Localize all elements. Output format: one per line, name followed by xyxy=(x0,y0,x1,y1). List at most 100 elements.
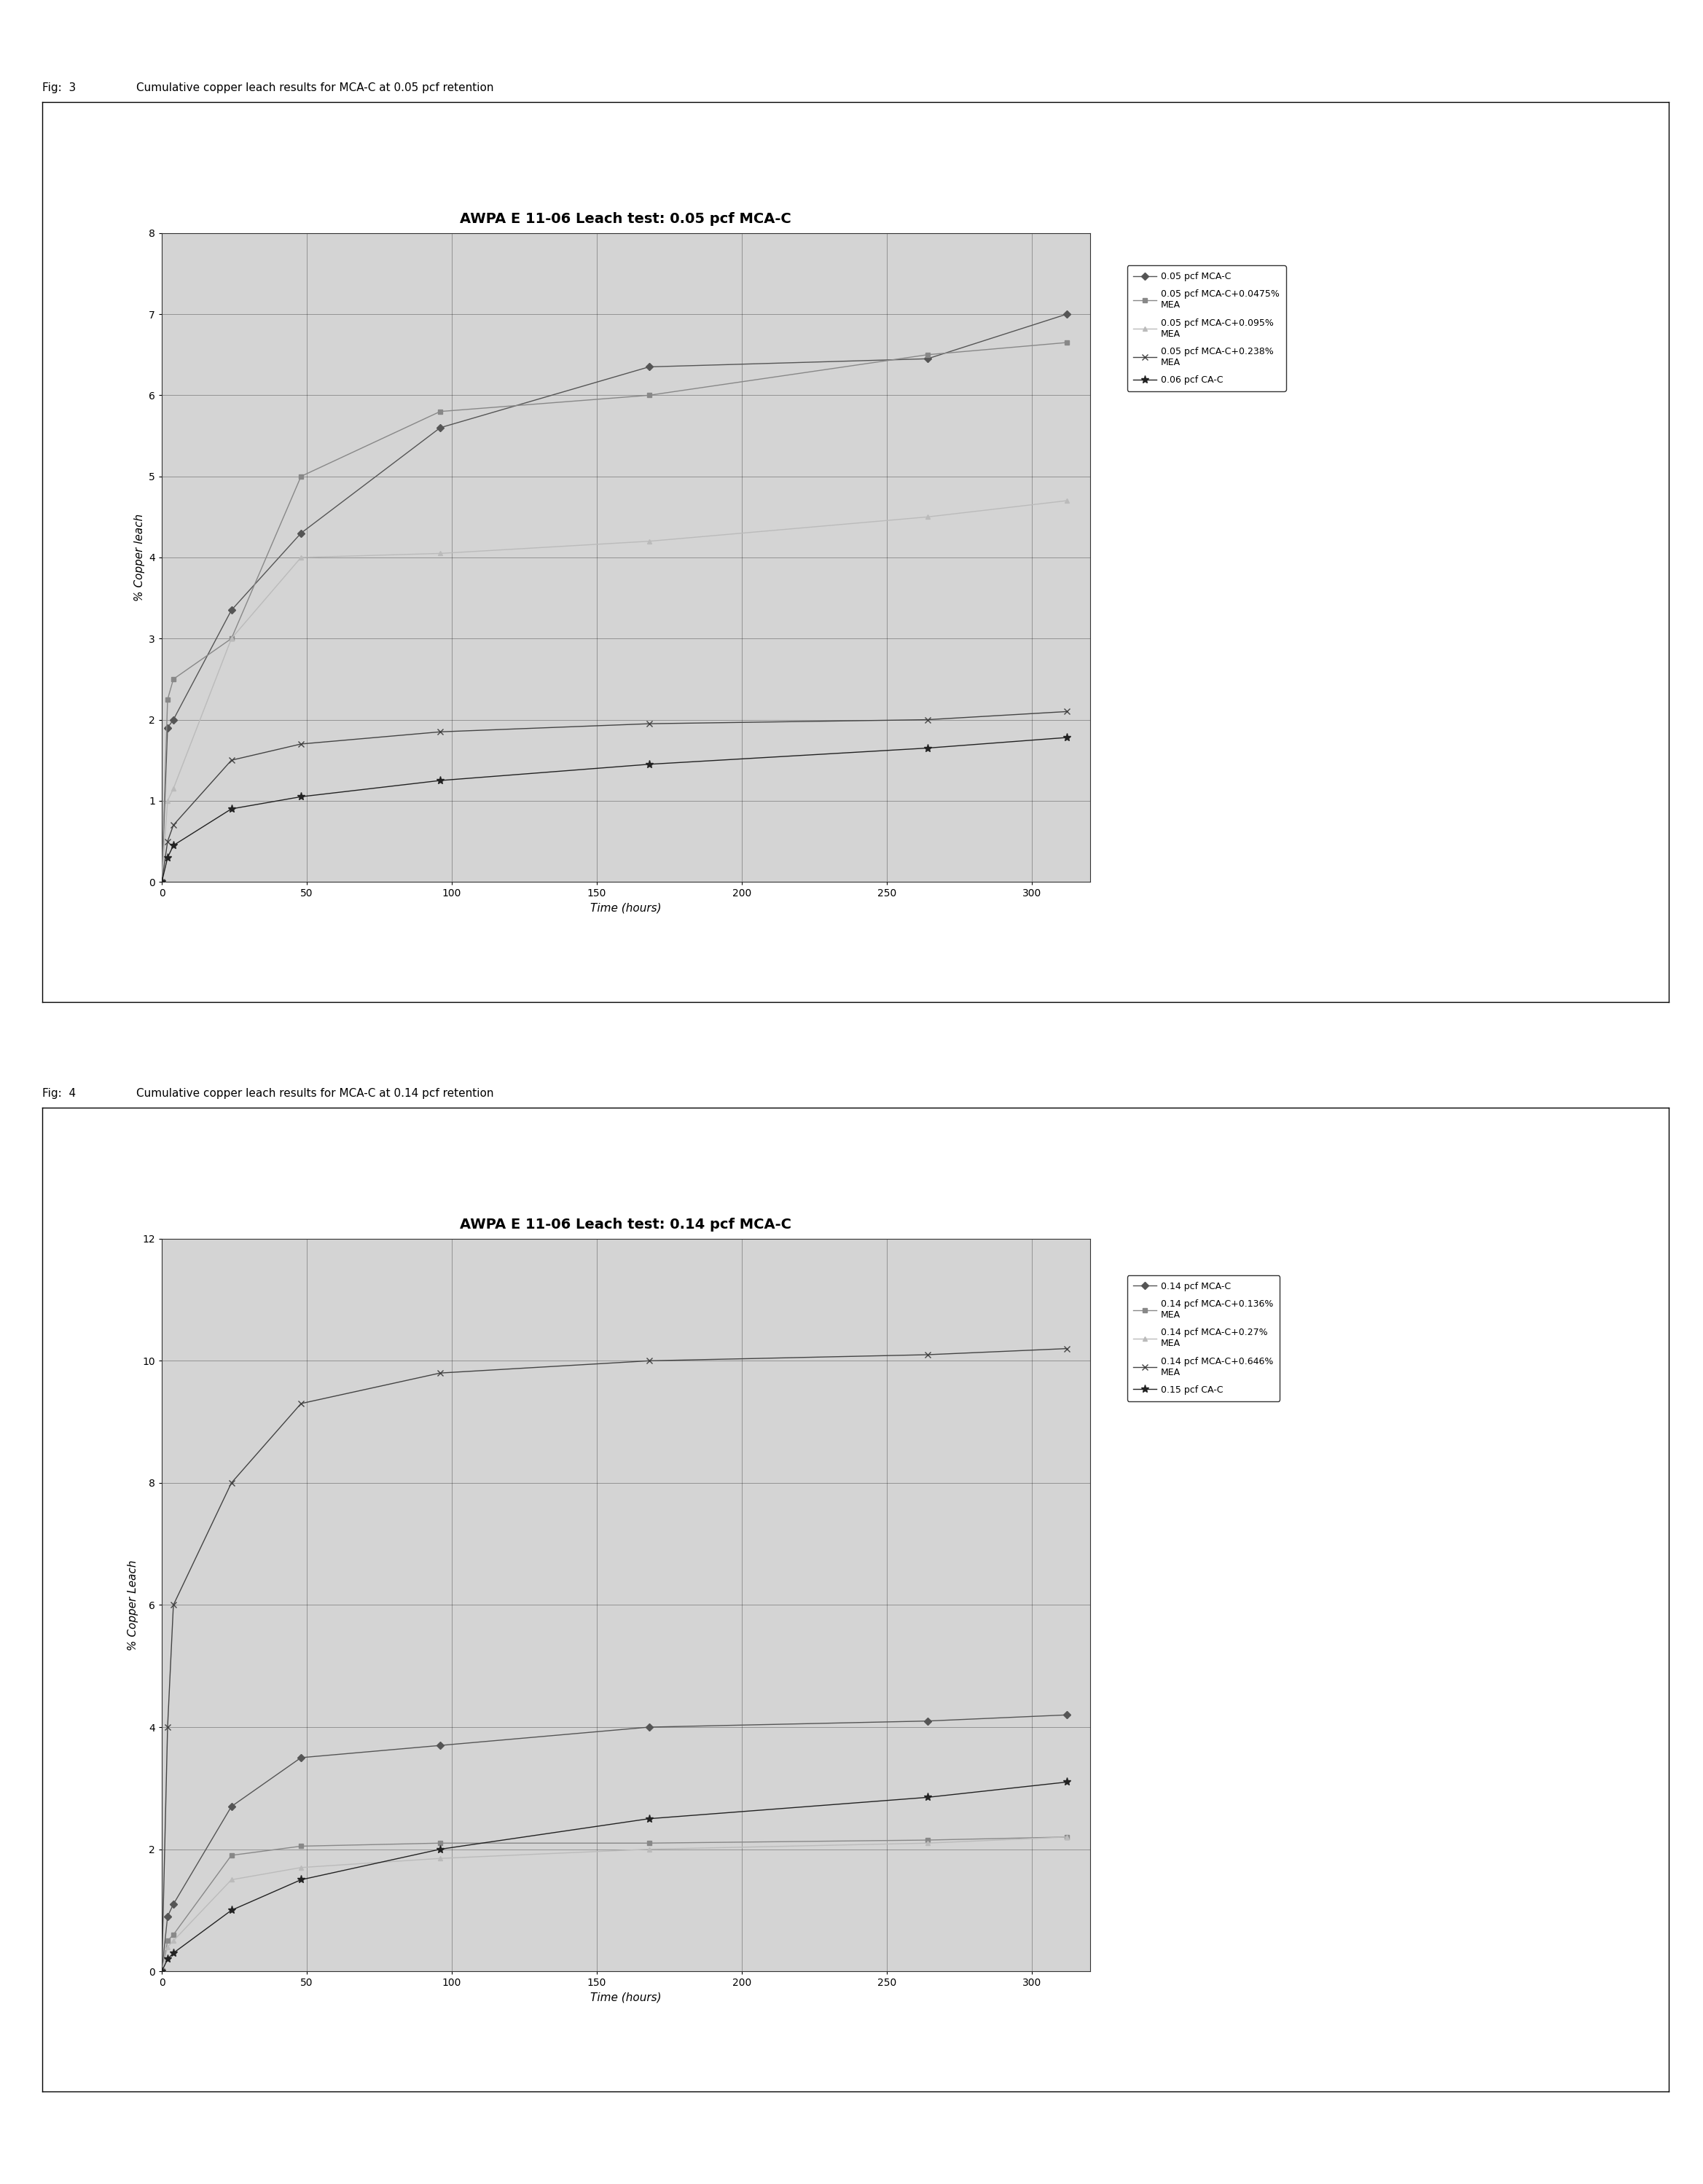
0.06 pcf CA-C xyxy=(221,795,242,821)
0.14 pcf MCA-C+0.136%
MEA xyxy=(291,1832,312,1859)
0.05 pcf MCA-C+0.095%
MEA xyxy=(157,788,177,815)
0.06 pcf CA-C xyxy=(639,751,659,778)
0.05 pcf MCA-C+0.095%
MEA xyxy=(918,505,938,531)
Text: Fig:  3: Fig: 3 xyxy=(43,83,77,94)
0.05 pcf MCA-C+0.238%
MEA xyxy=(1056,699,1076,725)
0.15 pcf CA-C xyxy=(221,1898,242,1924)
Y-axis label: % Copper Leach: % Copper Leach xyxy=(128,1559,138,1651)
Title: AWPA E 11-06 Leach test: 0.14 pcf MCA-C: AWPA E 11-06 Leach test: 0.14 pcf MCA-C xyxy=(460,1219,792,1232)
0.05 pcf MCA-C+0.238%
MEA xyxy=(221,747,242,773)
0.14 pcf MCA-C+0.136%
MEA xyxy=(163,1922,184,1948)
0.05 pcf MCA-C+0.238%
MEA xyxy=(639,710,659,736)
0.05 pcf MCA-C+0.238%
MEA xyxy=(152,869,172,895)
0.14 pcf MCA-C+0.27%
MEA xyxy=(157,1933,177,1959)
0.05 pcf MCA-C xyxy=(429,415,450,441)
0.14 pcf MCA-C xyxy=(157,1902,177,1928)
0.05 pcf MCA-C+0.0475%
MEA xyxy=(163,666,184,692)
0.05 pcf MCA-C+0.095%
MEA xyxy=(163,775,184,802)
0.14 pcf MCA-C+0.646%
MEA xyxy=(1056,1334,1076,1361)
0.05 pcf MCA-C+0.095%
MEA xyxy=(429,539,450,566)
Line: 0.14 pcf MCA-C+0.136%
MEA: 0.14 pcf MCA-C+0.136% MEA xyxy=(160,1835,1069,1974)
Line: 0.05 pcf MCA-C+0.095%
MEA: 0.05 pcf MCA-C+0.095% MEA xyxy=(160,498,1069,885)
Y-axis label: % Copper leach: % Copper leach xyxy=(135,513,145,601)
Title: AWPA E 11-06 Leach test: 0.05 pcf MCA-C: AWPA E 11-06 Leach test: 0.05 pcf MCA-C xyxy=(460,212,792,225)
0.15 pcf CA-C xyxy=(291,1867,312,1894)
0.15 pcf CA-C xyxy=(429,1837,450,1863)
0.06 pcf CA-C xyxy=(291,784,312,810)
Text: Cumulative copper leach results for MCA-C at 0.05 pcf retention: Cumulative copper leach results for MCA-… xyxy=(136,83,494,94)
0.05 pcf MCA-C+0.0475%
MEA xyxy=(291,463,312,489)
0.14 pcf MCA-C+0.646%
MEA xyxy=(157,1714,177,1741)
0.14 pcf MCA-C+0.646%
MEA xyxy=(221,1470,242,1496)
Legend: 0.14 pcf MCA-C, 0.14 pcf MCA-C+0.136%
MEA, 0.14 pcf MCA-C+0.27%
MEA, 0.14 pcf MC: 0.14 pcf MCA-C, 0.14 pcf MCA-C+0.136% ME… xyxy=(1127,1275,1279,1402)
0.05 pcf MCA-C+0.238%
MEA xyxy=(157,828,177,854)
Line: 0.06 pcf CA-C: 0.06 pcf CA-C xyxy=(158,734,1071,887)
X-axis label: Time (hours): Time (hours) xyxy=(591,902,661,913)
0.15 pcf CA-C xyxy=(918,1784,938,1811)
0.14 pcf MCA-C xyxy=(639,1714,659,1741)
Line: 0.05 pcf MCA-C+0.238%
MEA: 0.05 pcf MCA-C+0.238% MEA xyxy=(158,708,1069,885)
0.14 pcf MCA-C+0.27%
MEA xyxy=(221,1867,242,1894)
0.14 pcf MCA-C+0.136%
MEA xyxy=(429,1830,450,1856)
0.14 pcf MCA-C+0.136%
MEA xyxy=(918,1828,938,1854)
Legend: 0.05 pcf MCA-C, 0.05 pcf MCA-C+0.0475%
MEA, 0.05 pcf MCA-C+0.095%
MEA, 0.05 pcf : 0.05 pcf MCA-C, 0.05 pcf MCA-C+0.0475% M… xyxy=(1127,266,1286,391)
0.14 pcf MCA-C+0.646%
MEA xyxy=(918,1341,938,1367)
0.05 pcf MCA-C+0.238%
MEA xyxy=(163,812,184,839)
0.05 pcf MCA-C+0.095%
MEA xyxy=(1056,487,1076,513)
0.05 pcf MCA-C xyxy=(1056,301,1076,328)
Line: 0.14 pcf MCA-C+0.646%
MEA: 0.14 pcf MCA-C+0.646% MEA xyxy=(158,1345,1069,1974)
Line: 0.05 pcf MCA-C+0.0475%
MEA: 0.05 pcf MCA-C+0.0475% MEA xyxy=(160,341,1069,885)
0.05 pcf MCA-C+0.0475%
MEA xyxy=(1056,330,1076,356)
0.14 pcf MCA-C+0.27%
MEA xyxy=(639,1837,659,1863)
0.14 pcf MCA-C xyxy=(429,1732,450,1758)
0.14 pcf MCA-C+0.646%
MEA xyxy=(152,1959,172,1985)
0.14 pcf MCA-C+0.646%
MEA xyxy=(163,1592,184,1618)
0.15 pcf CA-C xyxy=(1056,1769,1076,1795)
0.14 pcf MCA-C xyxy=(918,1708,938,1734)
0.05 pcf MCA-C+0.238%
MEA xyxy=(429,719,450,745)
0.15 pcf CA-C xyxy=(152,1959,172,1985)
0.14 pcf MCA-C+0.136%
MEA xyxy=(1056,1824,1076,1850)
0.05 pcf MCA-C+0.0475%
MEA xyxy=(429,397,450,424)
0.14 pcf MCA-C+0.27%
MEA xyxy=(1056,1824,1076,1850)
0.14 pcf MCA-C+0.136%
MEA xyxy=(152,1959,172,1985)
0.14 pcf MCA-C xyxy=(291,1745,312,1771)
0.14 pcf MCA-C+0.136%
MEA xyxy=(157,1928,177,1955)
0.06 pcf CA-C xyxy=(157,845,177,871)
0.05 pcf MCA-C xyxy=(157,714,177,740)
0.05 pcf MCA-C xyxy=(291,520,312,546)
Line: 0.05 pcf MCA-C: 0.05 pcf MCA-C xyxy=(160,312,1069,885)
Text: Cumulative copper leach results for MCA-C at 0.14 pcf retention: Cumulative copper leach results for MCA-… xyxy=(136,1088,494,1099)
Line: 0.14 pcf MCA-C: 0.14 pcf MCA-C xyxy=(160,1712,1069,1974)
0.05 pcf MCA-C+0.095%
MEA xyxy=(152,869,172,895)
0.05 pcf MCA-C+0.0475%
MEA xyxy=(157,686,177,712)
0.05 pcf MCA-C+0.0475%
MEA xyxy=(639,382,659,408)
0.06 pcf CA-C xyxy=(163,832,184,858)
0.15 pcf CA-C xyxy=(163,1939,184,1966)
0.05 pcf MCA-C+0.095%
MEA xyxy=(639,529,659,555)
0.15 pcf CA-C xyxy=(157,1946,177,1972)
0.05 pcf MCA-C+0.0475%
MEA xyxy=(221,625,242,651)
0.05 pcf MCA-C+0.238%
MEA xyxy=(291,732,312,758)
0.05 pcf MCA-C xyxy=(639,354,659,380)
0.14 pcf MCA-C+0.136%
MEA xyxy=(639,1830,659,1856)
0.05 pcf MCA-C+0.0475%
MEA xyxy=(152,869,172,895)
0.06 pcf CA-C xyxy=(1056,725,1076,751)
0.14 pcf MCA-C+0.27%
MEA xyxy=(291,1854,312,1880)
0.14 pcf MCA-C xyxy=(152,1959,172,1985)
0.14 pcf MCA-C+0.27%
MEA xyxy=(429,1845,450,1872)
0.05 pcf MCA-C+0.238%
MEA xyxy=(918,708,938,734)
Line: 0.15 pcf CA-C: 0.15 pcf CA-C xyxy=(158,1778,1071,1974)
0.14 pcf MCA-C xyxy=(221,1793,242,1819)
0.14 pcf MCA-C+0.27%
MEA xyxy=(152,1959,172,1985)
0.15 pcf CA-C xyxy=(639,1806,659,1832)
0.05 pcf MCA-C+0.095%
MEA xyxy=(221,625,242,651)
0.14 pcf MCA-C xyxy=(1056,1701,1076,1728)
0.06 pcf CA-C xyxy=(429,767,450,793)
0.05 pcf MCA-C xyxy=(152,869,172,895)
Line: 0.14 pcf MCA-C+0.27%
MEA: 0.14 pcf MCA-C+0.27% MEA xyxy=(160,1835,1069,1974)
0.14 pcf MCA-C+0.646%
MEA xyxy=(291,1391,312,1417)
0.14 pcf MCA-C+0.646%
MEA xyxy=(429,1361,450,1387)
0.14 pcf MCA-C+0.646%
MEA xyxy=(639,1348,659,1374)
0.14 pcf MCA-C+0.27%
MEA xyxy=(163,1928,184,1955)
